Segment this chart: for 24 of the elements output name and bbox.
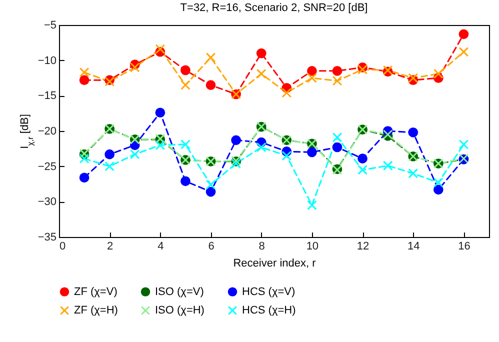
y-tick-label: −5 bbox=[44, 20, 56, 32]
legend-label: ISO (χ=H) bbox=[155, 304, 204, 316]
chart-title: T=32, R=16, Scenario 2, SNR=20 [dB] bbox=[180, 2, 368, 14]
y-tick-label: −35 bbox=[38, 232, 56, 244]
legend-label: HCS (χ=H) bbox=[242, 304, 296, 316]
y-tick-label: −30 bbox=[38, 196, 56, 208]
x-tick-label: 14 bbox=[407, 240, 420, 252]
x-tick-label: 0 bbox=[60, 240, 66, 252]
legend-label: ZF (χ=H) bbox=[74, 304, 118, 316]
y-tick-label: −15 bbox=[38, 90, 56, 102]
y-tick-label: −20 bbox=[38, 126, 56, 138]
x-tick-label: 8 bbox=[258, 240, 265, 252]
x-tick-label: 6 bbox=[208, 240, 214, 252]
x-tick-label: 12 bbox=[356, 240, 370, 252]
y-tick-label: −10 bbox=[38, 54, 56, 67]
legend-label: ISO (χ=V) bbox=[155, 286, 204, 298]
y-tick-label: −25 bbox=[38, 160, 56, 173]
x-tick-label: 2 bbox=[107, 240, 114, 252]
x-tick-label: 16 bbox=[458, 240, 470, 252]
legend-label: HCS (χ=V) bbox=[242, 286, 296, 298]
x-tick-label: 10 bbox=[306, 240, 319, 252]
x-axis-title: Receiver index, r bbox=[233, 258, 316, 270]
x-tick-label: 4 bbox=[158, 240, 164, 252]
legend-label: ZF (χ=V) bbox=[74, 286, 118, 298]
